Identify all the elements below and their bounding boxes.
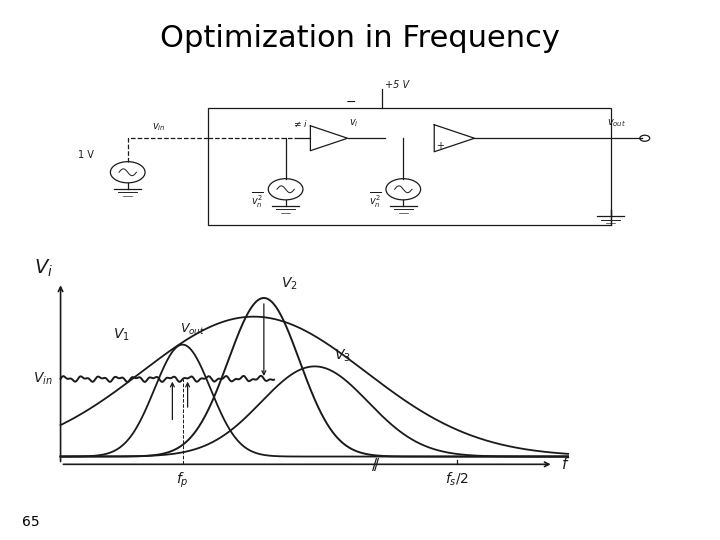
Text: 1 V: 1 V [78, 150, 94, 160]
Text: $V_{out}$: $V_{out}$ [180, 321, 205, 336]
Text: $V_1$: $V_1$ [113, 327, 130, 343]
Text: 65: 65 [22, 515, 39, 529]
Text: $v_i$: $v_i$ [349, 117, 359, 129]
Text: Optimization in Frequency: Optimization in Frequency [160, 24, 560, 53]
Text: $\overline{v_n^2}$: $\overline{v_n^2}$ [251, 191, 264, 211]
Text: $f_p$: $f_p$ [176, 470, 189, 490]
Text: $\neq i$: $\neq i$ [292, 118, 307, 129]
Bar [208, 108, 611, 225]
Text: $/\!/$: $/\!/$ [371, 456, 381, 473]
Text: +: + [436, 141, 444, 151]
Text: $f_{s}/2$: $f_{s}/2$ [445, 470, 469, 488]
Text: $v_{out}$: $v_{out}$ [608, 117, 626, 129]
Text: +5 V: +5 V [384, 80, 409, 90]
Text: $\overline{v_n^2}$: $\overline{v_n^2}$ [369, 191, 382, 211]
Text: $f$: $f$ [561, 456, 570, 472]
Text: $V_3$: $V_3$ [334, 347, 351, 364]
Text: $V_i$: $V_i$ [34, 258, 53, 279]
Text: $V_{in}$: $V_{in}$ [33, 370, 53, 387]
Text: $v_{in}$: $v_{in}$ [152, 121, 166, 132]
Text: −: − [346, 96, 356, 109]
Text: $V_2$: $V_2$ [281, 275, 297, 292]
